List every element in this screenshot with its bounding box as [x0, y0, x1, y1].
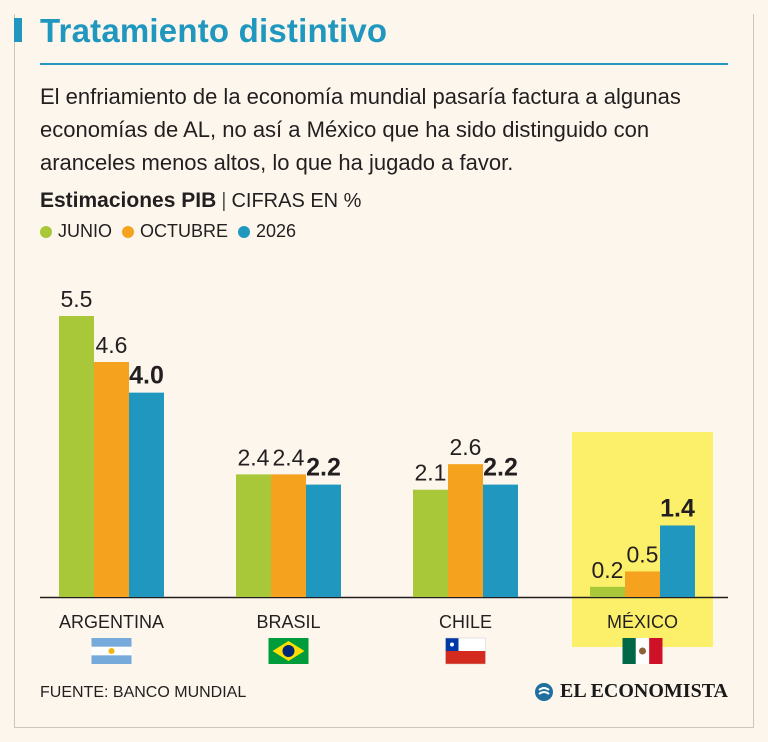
chart-frame — [14, 14, 754, 728]
data-label: 2.4 — [273, 444, 305, 470]
brand-logo: EL ECONOMISTA — [534, 680, 728, 703]
category-label: ARGENTINA — [59, 612, 164, 632]
data-label: 4.6 — [96, 332, 128, 358]
bar-brasil-octubre — [271, 474, 306, 597]
brazil-flag-icon — [268, 638, 309, 664]
title-accent-bar — [14, 18, 22, 42]
legend-item-junio: JUNIO — [40, 221, 112, 242]
brand-name: EL ECONOMISTA — [560, 680, 728, 702]
argentina-flag-icon — [91, 638, 132, 664]
category-label: MÉXICO — [607, 612, 678, 632]
chart-subtitle: Estimaciones PIB | CIFRAS EN % — [40, 189, 361, 213]
data-label: 2.2 — [306, 454, 341, 482]
bar-argentina-junio — [59, 316, 94, 597]
flag-border — [445, 637, 486, 665]
chart-units: CIFRAS EN % — [231, 190, 362, 212]
chile-flag-icon — [445, 637, 486, 665]
data-label: 1.4 — [660, 494, 695, 522]
bar-méxico-octubre — [625, 571, 660, 597]
data-label: 2.1 — [415, 460, 447, 486]
brand-mark-icon — [535, 682, 553, 701]
bar-chile-octubre — [448, 464, 483, 597]
flag-band — [649, 638, 663, 664]
legend-swatch — [40, 225, 52, 238]
bar-argentina-2026 — [129, 392, 164, 597]
intro-text: El enfriamiento de la economía mundial p… — [40, 84, 681, 175]
flag-band — [445, 651, 486, 664]
category-label: BRASIL — [256, 612, 320, 632]
legend-item-2026: 2026 — [238, 221, 296, 242]
legend-label: 2026 — [256, 221, 297, 241]
category-label: CHILE — [439, 612, 492, 632]
legend-label: OCTUBRE — [140, 221, 229, 241]
flag-emblem — [639, 647, 646, 655]
data-label: 5.5 — [61, 286, 93, 312]
legend-label: JUNIO — [58, 221, 112, 241]
data-label: 0.2 — [592, 557, 624, 583]
title-divider — [40, 63, 728, 65]
flag-star — [450, 642, 454, 647]
bar-brasil-junio — [236, 474, 271, 597]
flag-sun — [108, 648, 115, 654]
page-title: Tratamiento distintivo — [40, 12, 388, 49]
mexico-flag-icon — [622, 638, 663, 664]
data-label: 2.2 — [483, 454, 518, 482]
source-note: FUENTE: BANCO MUNDIAL — [40, 684, 247, 701]
bar-méxico-2026 — [660, 525, 695, 597]
data-label: 0.5 — [627, 541, 659, 567]
legend-swatch — [238, 225, 251, 238]
subtitle-separator: | — [221, 190, 227, 212]
flag-globe — [282, 645, 295, 657]
bar-brasil-2026 — [306, 484, 341, 597]
bar-argentina-octubre — [94, 361, 129, 597]
legend-swatch — [122, 225, 134, 238]
data-label: 2.4 — [238, 444, 270, 470]
data-label: 2.6 — [450, 434, 482, 460]
flag-band — [622, 638, 636, 664]
bar-chile-2026 — [483, 484, 518, 597]
bar-méxico-junio — [590, 586, 625, 597]
chart-title: Estimaciones PIB — [40, 189, 217, 212]
bar-chile-junio — [413, 489, 448, 597]
legend-item-octubre: OCTUBRE — [122, 221, 228, 242]
data-label: 4.0 — [129, 362, 164, 390]
chart-legend: JUNIO OCTUBRE 2026 — [40, 221, 296, 242]
